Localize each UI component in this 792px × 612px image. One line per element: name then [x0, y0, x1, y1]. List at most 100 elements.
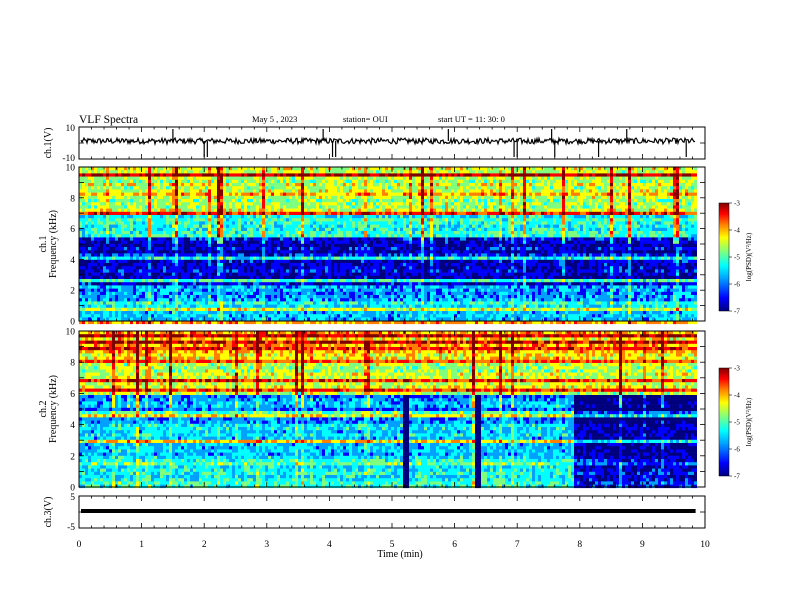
spectrogram-cell	[364, 298, 367, 302]
spectrogram-cell	[295, 263, 298, 267]
spectrogram-cell	[331, 237, 334, 241]
spectrogram-cell	[142, 231, 145, 235]
spectrogram-cell	[85, 282, 88, 286]
spectrogram-cell	[121, 285, 124, 289]
spectrogram-cell	[82, 183, 85, 187]
spectrogram-cell	[364, 285, 367, 289]
spectrogram-cell	[262, 243, 265, 248]
spectrogram-cell	[124, 234, 127, 238]
spectrogram-cell	[283, 208, 286, 213]
spectrogram-cell	[316, 282, 319, 286]
spectrogram-cell	[187, 186, 190, 190]
spectrogram-cell	[97, 186, 100, 190]
spectrogram-cell	[196, 298, 199, 302]
spectrogram-cell	[259, 183, 262, 187]
spectrogram-cell	[202, 295, 205, 299]
spectrogram-cell	[367, 167, 370, 171]
spectrogram-cell	[259, 304, 262, 309]
spectrogram-cell	[235, 288, 238, 293]
spectrogram-cell	[229, 320, 232, 325]
spectrogram-cell	[82, 275, 85, 280]
spectrogram-cell	[352, 176, 355, 181]
spectrogram-cell	[232, 186, 235, 190]
spectrogram-cell	[352, 288, 355, 293]
spectrogram-cell	[280, 189, 283, 193]
spectrogram-cell	[109, 317, 112, 321]
spectrogram-cell	[352, 231, 355, 235]
spectrogram-cell	[187, 314, 190, 318]
spectrogram-cell	[301, 231, 304, 235]
spectrogram-cell	[169, 259, 172, 264]
spectrogram-cell	[325, 208, 328, 213]
spectrogram-cell	[133, 192, 136, 197]
spectrogram-cell	[304, 176, 307, 181]
spectrogram-cell	[304, 227, 307, 232]
spectrogram-cell	[283, 218, 286, 222]
spectrogram-cell	[286, 218, 289, 222]
spectrogram-cell	[229, 279, 232, 283]
spectrogram-cell	[109, 304, 112, 309]
spectrogram-cell	[136, 240, 139, 245]
spectrogram-cell	[337, 167, 340, 171]
spectrogram-cell	[232, 189, 235, 193]
spectrogram-cell	[154, 282, 157, 286]
spectrogram-cell	[277, 202, 280, 206]
spectrogram-cell	[259, 243, 262, 248]
spectrogram-cell	[325, 285, 328, 289]
spectrogram-cell	[241, 298, 244, 302]
spectrogram-cell	[175, 311, 178, 315]
spectrogram-cell	[343, 195, 346, 200]
spectrogram-cell	[331, 234, 334, 238]
spectrogram-cell	[319, 179, 322, 184]
spectrogram-cell	[97, 199, 100, 203]
spectrogram-cell	[196, 295, 199, 299]
spectrogram-cell	[328, 291, 331, 296]
spectrogram-cell	[268, 291, 271, 296]
spectrogram-cell	[253, 237, 256, 241]
spectrogram-cell	[301, 227, 304, 232]
spectrogram-cell	[316, 256, 319, 261]
spectrogram-cell	[343, 231, 346, 235]
spectrogram-cell	[316, 208, 319, 213]
spectrogram-cell	[112, 304, 115, 309]
spectrogram-cell	[235, 311, 238, 315]
spectrogram-cell	[286, 301, 289, 305]
spectrogram-cell	[106, 256, 109, 261]
spectrogram-cell	[106, 231, 109, 235]
spectrogram-cell	[187, 253, 190, 257]
spectrogram-cell	[157, 269, 160, 273]
spectrogram-cell	[331, 301, 334, 305]
spectrogram-cell	[214, 234, 217, 238]
spectrogram-cell	[229, 205, 232, 209]
spectrogram-cell	[364, 170, 367, 174]
spectrogram-cell	[124, 176, 127, 181]
spectrogram-cell	[301, 291, 304, 296]
spectrogram-cell	[187, 231, 190, 235]
spectrogram-cell	[322, 237, 325, 241]
spectrogram-cell	[355, 266, 358, 270]
spectrogram-cell	[100, 237, 103, 241]
spectrogram-cell	[100, 298, 103, 302]
spectrogram-cell	[259, 307, 262, 312]
spectrogram-cell	[226, 285, 229, 289]
spectrogram-cell	[340, 195, 343, 200]
spectrogram-cell	[181, 205, 184, 209]
spectrogram-cell	[142, 192, 145, 197]
spectrogram-cell	[196, 218, 199, 222]
spectrogram-cell	[298, 224, 301, 229]
spectrogram-cell	[322, 167, 325, 171]
spectrogram-cell	[157, 314, 160, 318]
spectrogram-cell	[199, 317, 202, 321]
spectrogram-cell	[172, 208, 175, 213]
spectrogram-cell	[217, 240, 220, 245]
spectrogram-cell	[334, 307, 337, 312]
spectrogram-cell	[241, 269, 244, 273]
spectrogram-cell	[220, 285, 223, 289]
spectrogram-cell	[358, 291, 361, 296]
spectrogram-cell	[232, 295, 235, 299]
spectrogram-cell	[136, 317, 139, 321]
spectrogram-cell	[163, 170, 166, 174]
spectrogram-cell	[172, 266, 175, 270]
spectrogram-cell	[97, 298, 100, 302]
spectrogram-cell	[163, 208, 166, 213]
